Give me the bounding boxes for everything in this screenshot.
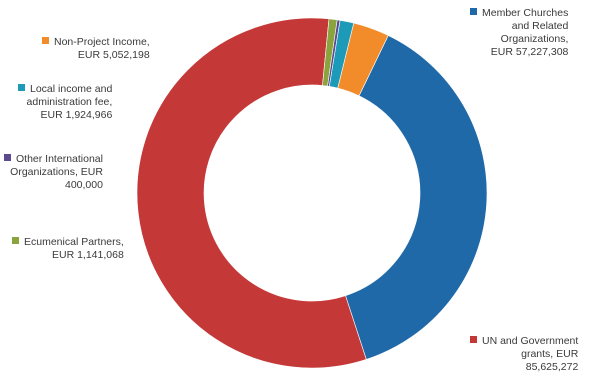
label-line: Ecumenical Partners, [24,236,124,248]
legend-swatch-member-churches [470,8,477,15]
label-member-churches: Member Churches and Related Organization… [470,7,568,59]
label-line: Organizations, [500,33,569,45]
label-line: Other International [16,153,103,165]
legend-swatch-local-income [18,84,25,91]
slice-un-government [136,17,367,369]
legend-swatch-non-project-income [42,37,49,44]
legend-swatch-un-government [470,336,477,343]
label-line: Local income and [30,83,113,95]
slice-non-project-income [337,22,389,97]
slice-member-churches [345,35,488,360]
label-line: UN and Government [482,335,579,347]
label-line: grants, EUR [521,348,579,360]
label-line: 400,000 [65,179,103,191]
label-line: and Related [511,20,569,32]
label-line: EUR 1,924,966 [40,109,113,121]
label-line: administration fee, [26,96,113,108]
label-ecumenical-partners: Ecumenical Partners, EUR 1,141,068 [12,236,124,262]
label-line: EUR 1,141,068 [51,249,124,261]
label-other-international: Other International Organizations, EUR 4… [4,153,103,192]
label-local-income: Local income and administration fee, EUR… [18,83,112,122]
label-line: Non-Project Income, [54,36,150,48]
legend-swatch-ecumenical-partners [12,237,19,244]
label-line: Organizations, EUR [10,166,103,178]
label-line: EUR 57,227,308 [490,46,569,58]
label-line: Member Churches [482,7,569,19]
label-line: 85,625,272 [525,361,579,373]
label-non-project-income: Non-Project Income, EUR 5,052,198 [42,36,150,62]
legend-swatch-other-international [4,154,11,161]
label-line: EUR 5,052,198 [77,49,150,61]
label-un-government: UN and Government grants, EUR 85,625,272 [470,335,578,374]
